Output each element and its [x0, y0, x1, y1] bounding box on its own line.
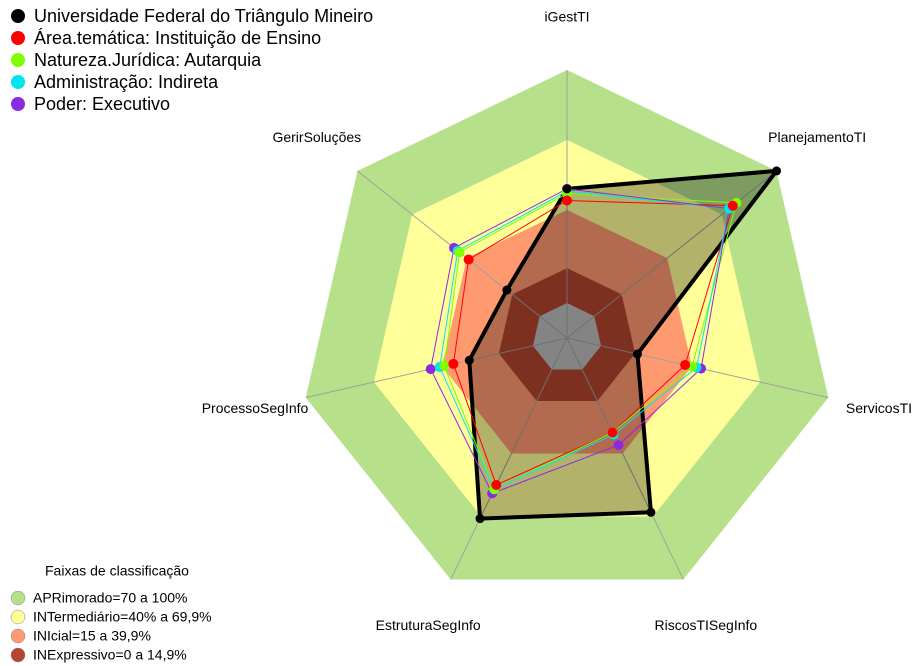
axis-line	[566, 337, 684, 580]
axis-label: EstruturaSegInfo	[376, 617, 481, 633]
axis-line	[450, 337, 568, 580]
series-point	[463, 254, 474, 265]
band-legend-marker	[10, 590, 26, 606]
series-point	[646, 507, 656, 517]
series-line	[467, 168, 781, 521]
axis-label: PlanejamentoTI	[768, 129, 866, 145]
axis-label: GerirSoluções	[272, 129, 361, 145]
series-point	[562, 184, 572, 194]
legend-marker	[11, 9, 25, 23]
series-line	[439, 190, 730, 490]
legend-label: Administração: Indireta	[34, 72, 219, 92]
legend-label: Poder: Executivo	[34, 94, 170, 114]
series-point	[475, 514, 485, 524]
band-legend-marker	[10, 609, 26, 625]
band-legend-label: INIcial=15 a 39,9%	[33, 628, 151, 644]
axis-label: RiscosTISegInfo	[654, 617, 757, 633]
axis-label: iGestTI	[544, 9, 589, 25]
legend-label: Natureza.Jurídica: Autarquia	[34, 50, 262, 70]
series-point	[454, 247, 465, 258]
series-point	[491, 479, 502, 490]
axis-label: ServicosTI	[846, 400, 912, 416]
legend-marker	[11, 53, 25, 67]
legend-marker	[11, 75, 25, 89]
series-point	[502, 285, 512, 295]
series-point	[425, 364, 436, 375]
band-legend-label: INTermediário=40% a 69,9%	[33, 609, 212, 625]
series-point	[613, 440, 624, 451]
legend-label: Área.temática: Instituição de Ensino	[34, 28, 321, 48]
series-point	[439, 361, 450, 372]
series-point	[632, 349, 642, 359]
legend-marker	[11, 97, 25, 111]
series-point	[607, 427, 618, 438]
axis-line	[566, 170, 777, 339]
series-line	[443, 193, 738, 490]
axis-label: ProcessoSegInfo	[202, 400, 309, 416]
band-legend-label: INExpressivo=0 a 14,9%	[33, 647, 187, 663]
series-point	[562, 195, 572, 206]
series-point	[448, 358, 459, 369]
legend-marker	[11, 31, 25, 45]
series-point	[464, 355, 474, 365]
series-line	[430, 188, 730, 495]
series-point	[772, 166, 782, 176]
series-point	[727, 200, 738, 211]
band-legend-label: APRimorado=70 a 100%	[33, 590, 188, 606]
band-legend-marker	[10, 628, 26, 644]
band-legend-marker	[10, 647, 26, 663]
series-point	[680, 359, 691, 370]
legend-label: Universidade Federal do Triângulo Mineir…	[34, 6, 373, 26]
legend-title: Faixas de classificação	[45, 563, 189, 579]
